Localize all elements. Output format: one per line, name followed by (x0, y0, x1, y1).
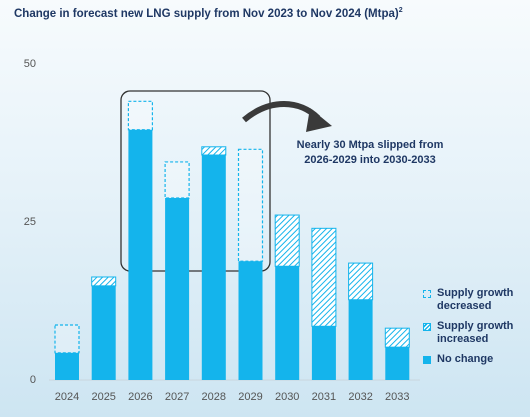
bar-segment (201, 146, 227, 156)
bar-segment (237, 148, 264, 262)
legend-swatch (423, 323, 431, 331)
legend-label: Supply growth increased (437, 320, 514, 345)
bar (91, 285, 116, 380)
x-tick-label: 2025 (91, 391, 115, 403)
bar-segment (127, 100, 153, 131)
arrow (242, 101, 321, 123)
x-tick-label: 2028 (202, 391, 226, 403)
legend-item: Supply growth decreased (423, 287, 523, 313)
bar-segment (91, 276, 117, 287)
x-tick-label: 2031 (312, 391, 336, 403)
bar (55, 352, 79, 380)
highlight-box (120, 90, 271, 272)
bar (348, 299, 373, 380)
legend-item: Supply growth increased (423, 320, 523, 346)
y-tick-label: 25 (24, 216, 36, 228)
bar (201, 155, 226, 380)
x-tick-label: 2030 (275, 391, 299, 403)
x-tick-label: 2024 (55, 391, 79, 403)
legend-swatch (423, 356, 431, 364)
bar (238, 261, 263, 380)
x-tick-label: 2029 (238, 391, 262, 403)
legend-item: No change (423, 353, 523, 366)
bar-segment (54, 324, 80, 354)
bar-segment (274, 214, 300, 267)
bar-segment (164, 161, 190, 199)
annotation: 2026-2029 into 2030-2033 (304, 154, 435, 166)
bar (165, 197, 190, 380)
arrow-head (306, 108, 332, 132)
bar (128, 129, 153, 380)
bar (275, 266, 300, 380)
legend-label: Supply growth decreased (437, 287, 514, 312)
x-tick-label: 2033 (385, 391, 409, 403)
y-tick-label: 50 (24, 58, 36, 70)
bar-segment (384, 327, 410, 348)
title-text: Change in forecast new LNG supply from N… (14, 8, 399, 20)
legend: Supply growth decreased Supply growth inc… (423, 287, 523, 373)
bar-segment (348, 262, 374, 301)
annotation: Nearly 30 Mtpa slipped from (297, 139, 444, 151)
legend-label: No change (437, 353, 494, 365)
bar (385, 347, 410, 380)
bar-segment (311, 227, 337, 327)
x-tick-label: 2026 (128, 391, 152, 403)
chart-title: Change in forecast new LNG supply from N… (14, 7, 403, 20)
title-superscript: 2 (399, 7, 403, 14)
y-tick-label: 0 (30, 374, 36, 386)
x-tick-label: 2032 (348, 391, 372, 403)
legend-swatch (423, 290, 431, 298)
bar (311, 326, 336, 380)
x-tick-label: 2027 (165, 391, 189, 403)
